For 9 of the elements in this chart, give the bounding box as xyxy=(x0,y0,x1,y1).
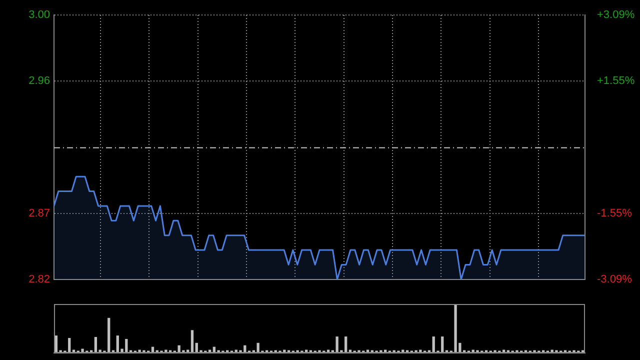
y-tick-label: 3.00 xyxy=(28,9,50,22)
y2-tick-label: -1.55% xyxy=(597,208,632,220)
y-tick-label: 2.82 xyxy=(28,273,50,286)
y2-tick-label: +3.09% xyxy=(597,9,635,22)
y-tick-label: 2.96 xyxy=(28,75,50,88)
y2-tick-label: +1.55% xyxy=(597,74,635,87)
bar xyxy=(190,330,194,353)
y-tick-label: 2.87 xyxy=(28,207,50,220)
y2-tick-label: -3.09% xyxy=(597,273,632,286)
